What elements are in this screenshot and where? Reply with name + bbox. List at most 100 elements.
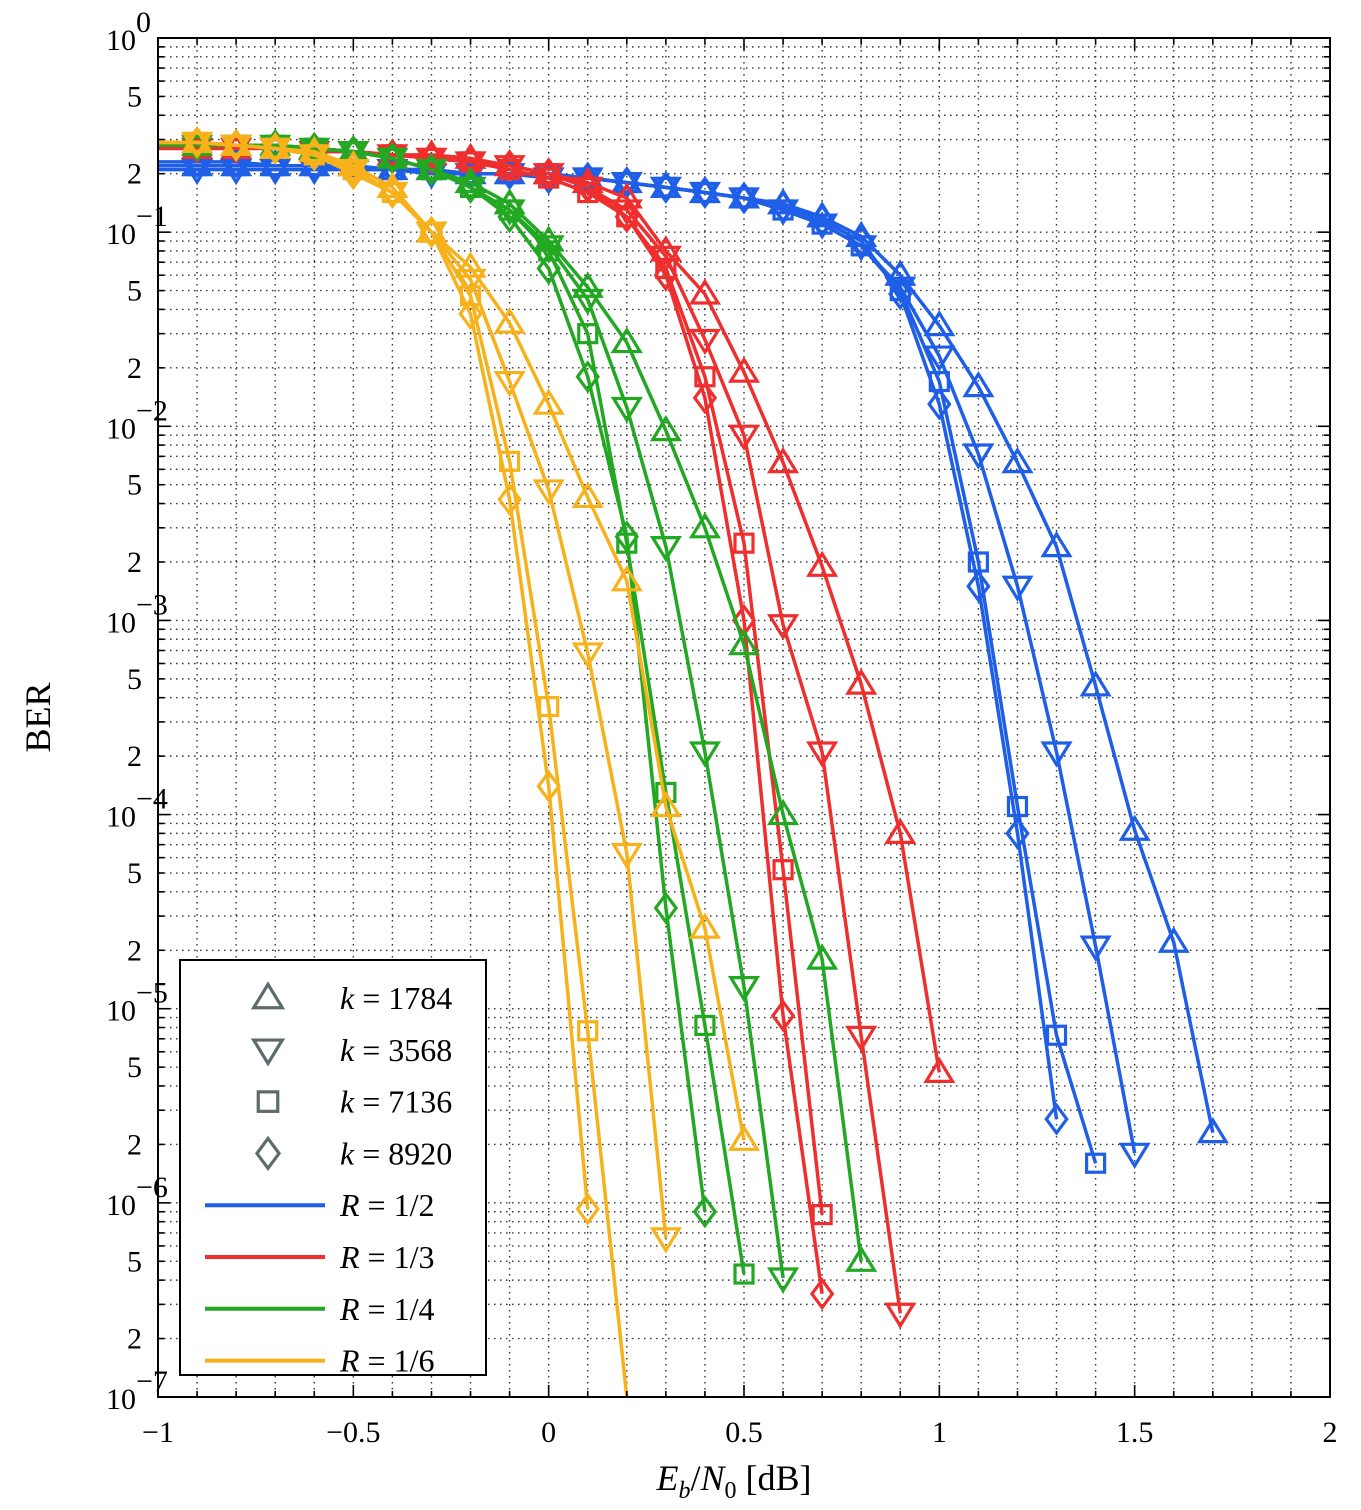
data-point [649,1227,682,1254]
legend-marker-square [256,1090,280,1113]
data-point [1118,1142,1151,1169]
data-point [770,999,796,1033]
data-point [1196,1116,1229,1144]
data-point [692,381,718,415]
data-point [767,798,800,826]
data-point [727,424,761,451]
data-point [614,520,639,554]
data-point [727,975,761,1003]
data-point [575,360,600,394]
y-minor-tick-label: 2 [127,934,142,967]
data-point [845,1245,878,1272]
y-tick-label: 10 [106,801,136,834]
data-point [727,629,761,656]
series-layer [158,125,1229,1397]
data-point [692,176,718,210]
data-point [927,387,952,421]
y-tick-label: 10 [106,24,136,57]
legend-entry-label: k = 3568 [340,1032,452,1068]
data-point [884,817,917,844]
data-point [653,891,679,925]
data-point [767,446,800,474]
x-axis-title: Eb/N0 [dB] [655,1458,811,1504]
data-point [849,224,874,258]
legend-entry-label: k = 8920 [340,1135,452,1171]
data-point [806,741,839,768]
data-point [302,138,327,172]
data-point [380,176,405,210]
data-point [610,396,643,424]
data-point [809,1277,835,1311]
y-minor-tick-label: 2 [127,1323,142,1356]
data-point [536,251,561,285]
data-point [419,153,444,187]
data-point [575,1192,600,1226]
y-minor-tick-label: 5 [127,1051,142,1084]
y-minor-tick-label: 5 [127,857,142,890]
data-point [532,235,565,262]
data-point [884,1302,917,1329]
legend-entry-label: R = 1/6 [339,1343,434,1379]
tick-labels: −1 −0.5 0 0.5 1 1.5 210010−110−210−310−410−510… [106,6,1338,1449]
data-point [688,512,721,539]
data-point [772,859,794,881]
data-point [923,1056,956,1083]
y-tick-label: 10 [106,995,136,1028]
data-point [1001,575,1034,602]
x-tick-label: 1.5 [1116,1416,1154,1449]
data-point [923,309,956,337]
y-tick-label-exponent: −7 [136,1365,168,1398]
data-point [1040,530,1073,558]
legend-entry-label: k = 7136 [340,1084,452,1120]
series-line [158,146,942,1073]
data-point [497,482,522,516]
y-minor-tick-label: 5 [127,80,142,113]
data-point [845,668,878,695]
data-point [454,268,487,296]
data-point [806,943,839,970]
data-point [575,170,600,204]
data-point [263,149,288,183]
data-point [538,695,560,718]
data-point [1044,1102,1069,1136]
data-point [1006,795,1029,818]
y-tick-label: 10 [106,218,136,251]
series-line [158,140,590,1210]
legend-box [179,959,487,1376]
data-point [577,1020,599,1042]
y-minor-tick-label: 2 [127,352,142,385]
y-minor-tick-label: 2 [127,546,142,579]
data-point [767,614,800,641]
data-point [727,1124,761,1151]
legend-entry-label: R = 1/3 [339,1239,434,1275]
y-tick-label-exponent: −4 [136,783,168,816]
data-point [809,203,835,237]
x-tick-label: 1 [932,1416,947,1449]
data-point [845,1025,878,1053]
legend-entry-label: R = 1/2 [339,1187,434,1223]
data-point [649,414,682,442]
data-point [966,569,991,603]
data-point [302,131,327,165]
y-tick-label: 10 [106,412,136,445]
x-tick-label: 2 [1323,1416,1338,1449]
data-point [571,481,604,509]
data-point [538,240,560,262]
series-----1-3-k1784 [158,132,956,1083]
data-point [1040,741,1073,768]
y-minor-tick-label: 2 [127,158,142,191]
y-tick-label: 10 [106,1189,136,1222]
data-point [1001,446,1034,474]
data-point [1084,1152,1107,1174]
y-minor-tick-label: 2 [127,740,142,773]
data-point [454,251,487,278]
data-point [458,170,483,204]
y-tick-label-exponent: −6 [136,1171,168,1204]
data-point [688,328,721,356]
data-point [1118,814,1151,841]
data-point [571,271,604,298]
y-tick-label-exponent: −5 [136,977,168,1010]
data-point [727,356,761,383]
data-point [1005,816,1030,850]
